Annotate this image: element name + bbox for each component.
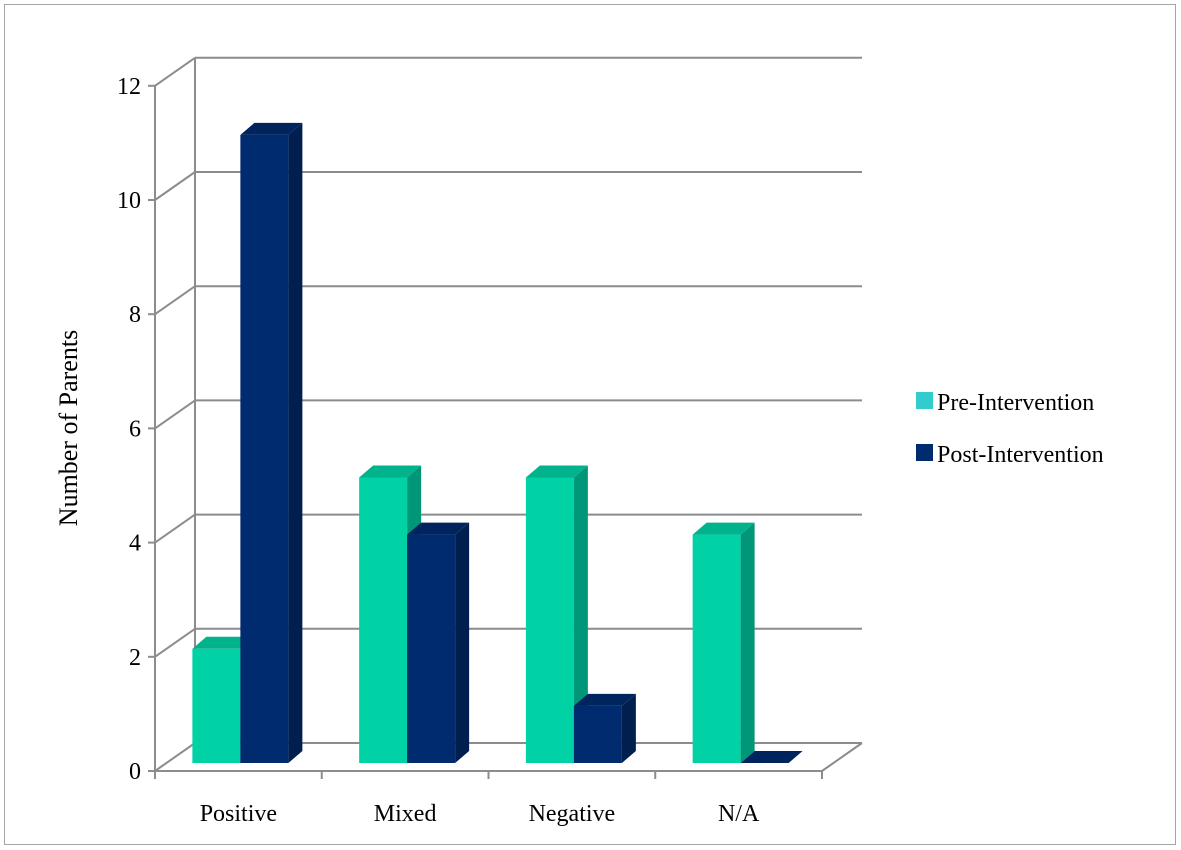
legend-swatch bbox=[916, 392, 933, 409]
x-category-label: N/A bbox=[718, 801, 760, 827]
y-tick-labels: 0 2 4 6 8 10 12 bbox=[117, 74, 141, 785]
bar-post-intervention-positive bbox=[240, 122, 303, 763]
y-tick-label: 10 bbox=[117, 188, 141, 214]
axes bbox=[148, 57, 863, 779]
y-tick-label: 12 bbox=[117, 74, 141, 100]
y-axis-title: Number of Parents bbox=[54, 330, 83, 526]
x-category-label: Mixed bbox=[374, 801, 437, 827]
legend: Pre-Intervention Post-Intervention bbox=[916, 390, 1104, 468]
bar-post-intervention-n-a bbox=[740, 751, 803, 763]
bar-pre-intervention-n-a bbox=[692, 522, 755, 763]
gridline-side bbox=[154, 171, 196, 201]
y-tick-label: 8 bbox=[129, 302, 141, 328]
bar-post-intervention-mixed bbox=[407, 522, 470, 763]
gridline-side bbox=[154, 399, 196, 430]
y-tick-label: 0 bbox=[129, 759, 141, 785]
y-tick-label: 6 bbox=[129, 416, 141, 442]
x-category-labels: Positive Mixed Negative N/A bbox=[200, 801, 760, 827]
gridline-side bbox=[154, 285, 196, 316]
bars bbox=[192, 122, 803, 763]
bar-pre-intervention-negative bbox=[525, 465, 588, 763]
gridline-side bbox=[154, 742, 196, 772]
x-category-label: Positive bbox=[200, 801, 277, 827]
gridline-side bbox=[154, 513, 196, 544]
y-tick-label: 2 bbox=[129, 645, 141, 671]
floor-edge bbox=[821, 742, 863, 772]
bar-post-intervention-negative bbox=[573, 693, 636, 763]
gridline-side bbox=[154, 627, 196, 658]
y-tick-label: 4 bbox=[129, 531, 141, 557]
x-category-label: Negative bbox=[529, 801, 616, 827]
gridline-side bbox=[154, 56, 196, 87]
legend-label: Pre-Intervention bbox=[937, 390, 1094, 416]
legend-swatch bbox=[916, 444, 933, 461]
legend-label: Post-Intervention bbox=[937, 442, 1104, 468]
